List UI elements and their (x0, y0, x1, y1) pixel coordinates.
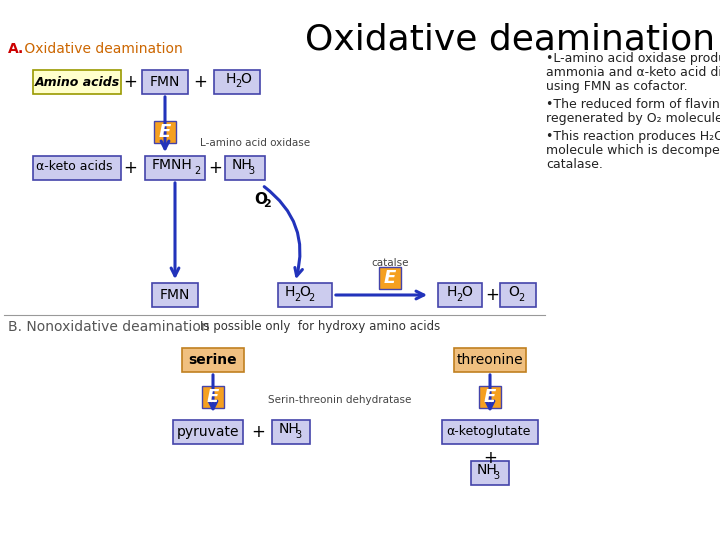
Text: H: H (285, 285, 295, 299)
Text: FMNH: FMNH (152, 158, 193, 172)
FancyBboxPatch shape (379, 267, 401, 289)
Text: •The reduced form of flavin must be: •The reduced form of flavin must be (546, 98, 720, 111)
FancyBboxPatch shape (202, 386, 224, 408)
FancyBboxPatch shape (142, 70, 188, 94)
Text: threonine: threonine (456, 353, 523, 367)
FancyBboxPatch shape (214, 70, 260, 94)
Text: NH: NH (232, 158, 253, 172)
Text: +: + (123, 73, 137, 91)
Text: B. Nonoxidative deamination: B. Nonoxidative deamination (8, 320, 210, 334)
FancyBboxPatch shape (272, 420, 310, 444)
FancyBboxPatch shape (225, 156, 265, 180)
Text: 2: 2 (308, 293, 314, 303)
Text: NH: NH (477, 463, 498, 477)
FancyBboxPatch shape (278, 283, 332, 307)
Text: serine: serine (189, 353, 238, 367)
Text: pyruvate: pyruvate (176, 425, 239, 439)
Text: using FMN as cofactor.: using FMN as cofactor. (546, 80, 688, 93)
Text: 2: 2 (263, 199, 271, 209)
Text: regenerated by O₂ molecule.: regenerated by O₂ molecule. (546, 112, 720, 125)
FancyBboxPatch shape (154, 121, 176, 143)
Text: 2: 2 (518, 293, 524, 303)
Text: 3: 3 (248, 166, 254, 176)
Text: Serin-threonin dehydratase: Serin-threonin dehydratase (269, 395, 412, 405)
Text: L-amino acid oxidase: L-amino acid oxidase (200, 138, 310, 148)
Text: α-ketoglutate: α-ketoglutate (446, 424, 531, 437)
Text: FMN: FMN (160, 288, 190, 302)
FancyBboxPatch shape (500, 283, 536, 307)
FancyBboxPatch shape (479, 386, 501, 408)
FancyBboxPatch shape (442, 420, 538, 444)
FancyBboxPatch shape (471, 461, 509, 485)
FancyBboxPatch shape (173, 420, 243, 444)
Text: FMN: FMN (150, 75, 180, 89)
Text: +: + (193, 73, 207, 91)
Text: A.: A. (8, 42, 24, 56)
Text: +: + (485, 286, 499, 304)
Text: catalse: catalse (372, 258, 409, 268)
Text: O: O (254, 192, 267, 207)
Text: O: O (240, 72, 251, 86)
Text: 2: 2 (456, 293, 462, 303)
FancyBboxPatch shape (454, 348, 526, 372)
Text: E: E (384, 269, 396, 287)
FancyBboxPatch shape (438, 283, 482, 307)
Text: H: H (226, 72, 236, 86)
Text: •L-amino acid oxidase produces: •L-amino acid oxidase produces (546, 52, 720, 65)
Text: Oxidative deamination: Oxidative deamination (305, 22, 715, 56)
Text: 2: 2 (194, 166, 200, 176)
Text: +: + (251, 423, 265, 441)
Text: E: E (207, 388, 219, 406)
Text: +: + (208, 159, 222, 177)
Text: •This reaction produces H₂O₂: •This reaction produces H₂O₂ (546, 130, 720, 143)
Text: O: O (508, 285, 519, 299)
Text: 2: 2 (235, 79, 241, 89)
FancyBboxPatch shape (33, 156, 121, 180)
Text: E: E (484, 388, 496, 406)
Text: Amino acids: Amino acids (35, 76, 120, 89)
Text: catalase.: catalase. (546, 158, 603, 171)
Text: 3: 3 (295, 430, 301, 440)
FancyBboxPatch shape (152, 283, 198, 307)
Text: 2: 2 (294, 293, 300, 303)
Text: 3: 3 (493, 471, 499, 481)
Text: Is possible only  for hydroxy amino acids: Is possible only for hydroxy amino acids (200, 320, 440, 333)
Text: α-keto acids: α-keto acids (36, 160, 112, 173)
FancyBboxPatch shape (33, 70, 121, 94)
Text: H: H (447, 285, 457, 299)
Text: O: O (461, 285, 472, 299)
Text: molecule which is decompensated by: molecule which is decompensated by (546, 144, 720, 157)
FancyBboxPatch shape (145, 156, 205, 180)
Text: NH: NH (279, 422, 300, 436)
FancyBboxPatch shape (182, 348, 244, 372)
Text: ammonia and α-keto acid directly,: ammonia and α-keto acid directly, (546, 66, 720, 79)
Text: +: + (123, 159, 137, 177)
Text: Oxidative deamination: Oxidative deamination (20, 42, 183, 56)
Text: O: O (299, 285, 310, 299)
Text: +: + (483, 449, 497, 467)
Text: E: E (159, 123, 171, 141)
